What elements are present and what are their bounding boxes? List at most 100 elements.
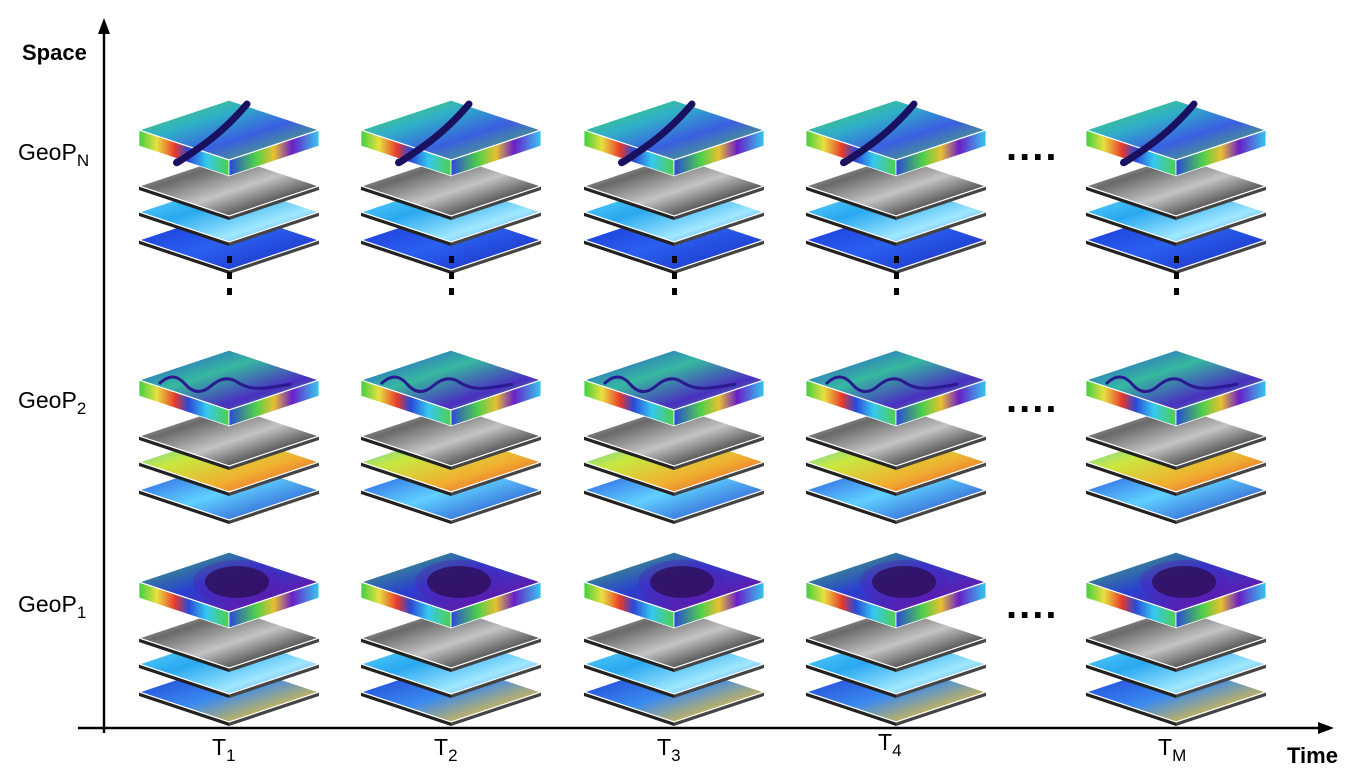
layer-edge xyxy=(806,692,896,726)
y-axis-title: Space xyxy=(22,40,87,65)
stack-geopN-t1 xyxy=(137,99,321,274)
vertical-ellipsis-dot-t2 xyxy=(449,256,454,263)
layer-edge xyxy=(1176,186,1266,220)
vertical-ellipsis-dot-t4 xyxy=(894,272,899,279)
layer-edge xyxy=(806,490,896,524)
vertical-ellipsis-dot-t1 xyxy=(227,272,232,279)
layer-edge xyxy=(451,436,541,470)
layer-edge xyxy=(139,462,229,496)
layer-edge xyxy=(674,638,764,672)
map-layer-1 xyxy=(804,155,988,217)
map-layer-1 xyxy=(137,155,321,217)
column-label-tm: TM xyxy=(1158,734,1186,765)
layer-edge xyxy=(1176,664,1266,698)
layer-edge xyxy=(806,240,896,274)
layer-edge xyxy=(584,462,674,496)
vertical-ellipsis-dot-t3 xyxy=(672,272,677,279)
layer-edge xyxy=(806,664,896,698)
layer-edge xyxy=(584,692,674,726)
layer-edge xyxy=(896,240,986,274)
layer-edge xyxy=(674,212,764,246)
map-layer-1 xyxy=(804,607,988,669)
horizontal-ellipsis-geop1: .... xyxy=(1006,583,1058,627)
layer-edge xyxy=(896,212,986,246)
stack-geopN-t3 xyxy=(582,99,766,274)
layer-edge xyxy=(674,436,764,470)
layer-edge xyxy=(674,490,764,524)
stack-geop2-tm xyxy=(1084,349,1268,524)
layer-edge xyxy=(1086,692,1176,726)
y-axis-arrow-icon xyxy=(98,18,110,34)
layer-edge xyxy=(806,212,896,246)
layer-edge xyxy=(584,212,674,246)
layer-edge xyxy=(806,436,896,470)
layer-edge xyxy=(1176,490,1266,524)
layer-edge xyxy=(139,212,229,246)
lake-region xyxy=(205,566,269,598)
layer-edge xyxy=(1176,436,1266,470)
layer-edge xyxy=(361,240,451,274)
layer-edge xyxy=(451,490,541,524)
layer-edge xyxy=(1086,462,1176,496)
map-layer-1 xyxy=(1084,155,1268,217)
block-top-face xyxy=(137,99,321,161)
lake-region xyxy=(427,566,491,598)
axes: Space Time xyxy=(22,18,1338,768)
layer-edge xyxy=(361,186,451,220)
lake-region xyxy=(872,566,936,598)
layer-edge xyxy=(806,462,896,496)
layer-edge xyxy=(896,692,986,726)
lake-margin xyxy=(638,560,726,604)
column-label-t4: T4 xyxy=(878,729,902,760)
layer-edge xyxy=(139,638,229,672)
map-layer-1 xyxy=(359,405,543,467)
vertical-ellipsis-dot-t1 xyxy=(227,288,232,295)
meander-channel xyxy=(1104,375,1239,393)
map-layer-1 xyxy=(359,607,543,669)
layer-edge xyxy=(674,664,764,698)
vertical-ellipsis-dot-t4 xyxy=(894,288,899,295)
layer-edge xyxy=(451,664,541,698)
x-axis-title: Time xyxy=(1287,743,1338,768)
stack-geop1-t2 xyxy=(359,551,543,726)
lake-region xyxy=(650,566,714,598)
row-label-geop2: GeoP2 xyxy=(18,387,86,418)
layer-edge xyxy=(139,664,229,698)
layer-edge xyxy=(584,436,674,470)
meander-channel xyxy=(602,375,737,393)
layer-edge xyxy=(229,240,319,274)
column-label-t1: T1 xyxy=(212,734,236,765)
layer-edge xyxy=(229,490,319,524)
stack-geop1-t1 xyxy=(137,551,321,726)
layer-edge xyxy=(361,638,451,672)
layer-edge xyxy=(584,240,674,274)
map-layer-1 xyxy=(804,405,988,467)
layer-edge xyxy=(361,664,451,698)
layer-edge xyxy=(896,490,986,524)
vertical-ellipsis-dot-t1 xyxy=(227,256,232,263)
meander-channel xyxy=(824,375,959,393)
layer-edge xyxy=(139,490,229,524)
layer-edge xyxy=(896,436,986,470)
map-layer-1 xyxy=(1084,607,1268,669)
block-top-face xyxy=(1084,99,1268,161)
river-channel xyxy=(394,100,473,167)
layer-edge xyxy=(139,692,229,726)
layer-edge xyxy=(1086,490,1176,524)
layer-edge xyxy=(361,490,451,524)
layer-edge xyxy=(584,490,674,524)
stack-geopN-tm xyxy=(1084,99,1268,274)
column-labels: T1 T2 T3 T4 TM xyxy=(212,729,1186,765)
layer-edge xyxy=(229,664,319,698)
stack-geop1-t3 xyxy=(582,551,766,726)
river-channel xyxy=(839,100,918,167)
layer-edge xyxy=(229,638,319,672)
layer-edge xyxy=(1086,186,1176,220)
layer-edge xyxy=(584,664,674,698)
layer-edge xyxy=(1086,212,1176,246)
column-label-t2: T2 xyxy=(434,734,458,765)
vertical-ellipsis-dot-tm xyxy=(1174,272,1179,279)
layer-edge xyxy=(1086,240,1176,274)
vertical-ellipsis-dot-t4 xyxy=(894,256,899,263)
